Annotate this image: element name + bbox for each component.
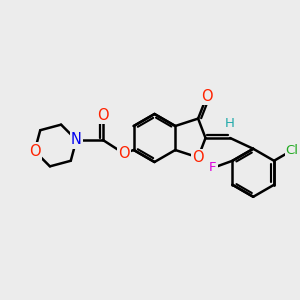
Text: O: O bbox=[97, 108, 109, 123]
Text: F: F bbox=[209, 161, 217, 175]
Text: Cl: Cl bbox=[286, 144, 299, 157]
Text: H: H bbox=[225, 117, 235, 130]
Text: O: O bbox=[29, 144, 40, 159]
Text: O: O bbox=[201, 89, 212, 104]
Text: O: O bbox=[118, 146, 130, 161]
Text: N: N bbox=[71, 132, 82, 147]
Text: O: O bbox=[192, 150, 204, 165]
